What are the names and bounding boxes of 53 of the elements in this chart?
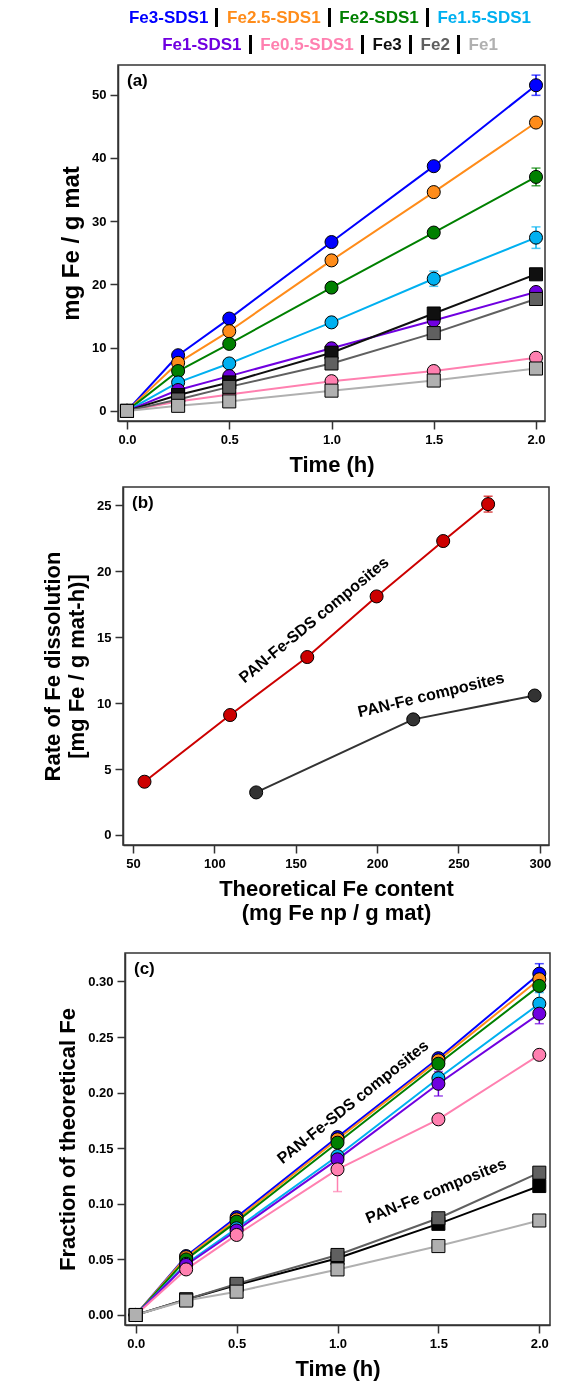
y-tick-label: 25	[97, 497, 112, 513]
y-axis-title: mg Fe / g mat	[57, 166, 85, 321]
y-tick-label: 0	[99, 403, 107, 419]
legend-label: Fe2	[420, 35, 460, 54]
annotation: (c)	[134, 959, 155, 978]
legend-label: Fe2-SDS1	[339, 8, 429, 27]
y-tick-label: 0	[104, 827, 112, 843]
y-axis-title: Fraction of theoretical Fe	[55, 1008, 81, 1271]
y-tick-label: 0.05	[88, 1251, 114, 1267]
legend-label: Fe1	[468, 35, 498, 54]
x-tick-label: 0.0	[127, 1335, 146, 1351]
annotation: (a)	[127, 71, 148, 90]
x-tick-label: 150	[285, 855, 308, 871]
y-tick-label: 5	[104, 761, 112, 777]
x-tick-label: 300	[529, 855, 552, 871]
x-tick-label: 0.5	[220, 431, 239, 447]
text: Fe3-SDS1	[128, 8, 219, 27]
y-tick-label: 20	[92, 276, 107, 292]
legend-label: Fe0.5-SDS1	[260, 35, 364, 54]
x-tick-label: 0.5	[228, 1335, 247, 1351]
x-axis-title: Time (h)	[295, 1355, 381, 1381]
x-tick-label: 50	[126, 855, 141, 871]
annotation: (b)	[132, 493, 154, 512]
y-tick-label: 40	[92, 150, 107, 166]
y-axis-title: Rate of Fe dissolution [mg Fe / g mat-h)]	[40, 551, 90, 782]
x-tick-label: 200	[366, 855, 389, 871]
y-tick-label: 15	[97, 629, 112, 645]
legend-label: Fe1.5-SDS1	[437, 8, 532, 27]
x-axis-title: Theoretical Fe content (mg Fe np / g mat)	[219, 875, 455, 925]
x-tick-label: 250	[448, 855, 470, 871]
x-tick-label: 1.5	[429, 1335, 448, 1351]
x-tick-label: 1.0	[322, 431, 342, 447]
y-tick-label: 10	[97, 695, 112, 711]
y-tick-label: 0.15	[88, 1140, 114, 1156]
x-tick-label: 2.0	[527, 431, 546, 447]
x-axis-title: Time (h)	[289, 451, 375, 477]
y-tick-label: 0.00	[88, 1307, 114, 1323]
legend-label: Fe2.5-SDS1	[227, 8, 331, 27]
text: Fe1-SDS1	[162, 35, 252, 54]
y-tick-label: 0.10	[88, 1196, 114, 1212]
y-tick-label: 20	[97, 563, 112, 579]
x-tick-label: 1.0	[328, 1335, 348, 1351]
x-tick-label: 100	[203, 855, 226, 871]
x-tick-label: 0.0	[118, 431, 137, 447]
y-tick-label: 50	[92, 87, 107, 103]
y-tick-label: 10	[92, 340, 107, 356]
legend-label: Fe3	[372, 35, 412, 54]
y-tick-label: 0.20	[88, 1085, 114, 1101]
y-tick-label: 0.25	[88, 1029, 114, 1045]
x-tick-label: 2.0	[530, 1335, 549, 1351]
x-tick-label: 1.5	[425, 431, 444, 447]
y-tick-label: 0.30	[88, 973, 114, 989]
y-tick-label: 30	[92, 213, 107, 229]
